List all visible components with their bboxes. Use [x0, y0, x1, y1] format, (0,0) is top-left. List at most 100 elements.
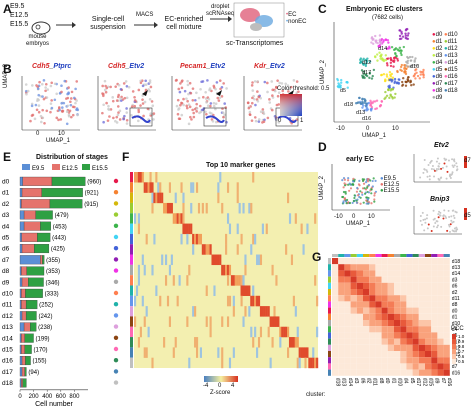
d-small-point: [438, 178, 441, 181]
d-point: [344, 200, 348, 203]
b-point: [284, 82, 288, 86]
c-legend: ●d0 ●d10 ●d1 ●d11 ●d2 ●d12 ●d3 ●d13 ●d4 ●d14…: [432, 32, 474, 102]
d-point: [352, 183, 355, 186]
f-heat-cell: [186, 316, 189, 327]
b-point: [218, 79, 222, 82]
arrow-icon: [210, 16, 232, 22]
c-point: [366, 108, 370, 111]
g-col-label: d12: [421, 378, 427, 387]
e-bar-segment: [26, 266, 45, 276]
g-heat-cell: [375, 344, 382, 351]
g-row-color: [328, 289, 331, 296]
g-row-label: d15: [452, 352, 461, 358]
f-heat-cell: [153, 192, 156, 204]
g-heat-cell: [437, 258, 444, 265]
e-bar-segment: [22, 378, 27, 388]
c-point: [398, 46, 402, 49]
d-small-point: [432, 168, 435, 171]
d-point: [343, 197, 346, 200]
f-heat-cell: [242, 202, 245, 214]
g-heat-cell: [344, 338, 351, 345]
c-point: [393, 48, 397, 51]
g-heat-cell: [381, 344, 388, 351]
f-heat-cell: [265, 223, 268, 235]
b-point: [215, 81, 219, 84]
c-point: [389, 58, 393, 62]
b-point: [105, 86, 109, 90]
g-heat-cell: [400, 276, 407, 283]
b-point: [44, 82, 48, 86]
b-point: [195, 107, 199, 110]
b-point: [70, 115, 73, 119]
e-cluster-dot: [113, 324, 119, 329]
e-bar-segment: [19, 232, 22, 242]
g-heat-cell: [350, 332, 357, 339]
b-point: [205, 112, 208, 116]
g-row-color: [328, 363, 331, 370]
g-heat-cell: [406, 295, 413, 302]
g-heat-cell: [431, 363, 438, 370]
c-point: [364, 58, 367, 62]
b-point: [223, 113, 226, 117]
c-point: [408, 55, 412, 59]
g-heat-cell: [356, 363, 363, 370]
d-point: [370, 202, 373, 205]
g-pcc-tick: 1.0: [458, 334, 465, 339]
e-bar-segment: [19, 176, 23, 186]
f-heat-cell: [221, 316, 224, 327]
b-point: [195, 102, 198, 106]
g-heat-cell: [344, 313, 351, 320]
f-heat-cell: [256, 295, 259, 307]
g-heat-cell: [412, 351, 419, 358]
g-heat-cell: [431, 369, 438, 376]
b-point: [152, 112, 156, 115]
c-point: [374, 34, 377, 38]
f-heat-cell: [277, 316, 280, 327]
g-heat-cell: [350, 369, 357, 376]
g-heat-cell: [338, 289, 345, 296]
g-heat-cell: [387, 264, 394, 271]
g-heat-cell: [394, 344, 401, 351]
b-point: [101, 111, 104, 115]
g-heat-cell: [369, 351, 376, 358]
b-point: [115, 121, 119, 124]
b-point: [141, 94, 145, 97]
f-heat-cell: [240, 285, 243, 296]
e-bar-segment: [19, 288, 22, 298]
d-point: [365, 202, 368, 205]
g-row-label: d2: [452, 290, 458, 296]
g-heat-cell: [356, 264, 363, 271]
panel-g-label: G: [312, 250, 322, 264]
b-point: [75, 80, 79, 83]
f-heat-cell: [221, 347, 224, 358]
b-point: [148, 89, 151, 93]
d-small-point: [438, 214, 441, 217]
d-point: [361, 187, 365, 190]
b-point: [115, 115, 119, 119]
f-heat-cell: [244, 264, 247, 276]
g-heat-cell: [381, 301, 388, 308]
b-point: [178, 117, 182, 121]
g-heat-cell: [437, 307, 444, 314]
c-point: [379, 54, 383, 58]
c-point: [357, 96, 361, 100]
g-heat-cell: [369, 357, 376, 364]
d-small-point: [449, 230, 452, 233]
d-small-point: [422, 171, 425, 174]
f-heat-cell: [205, 202, 208, 214]
g-heat-cell: [375, 363, 382, 370]
b-point: [148, 81, 152, 84]
sc-umap-thumbnail: [233, 2, 285, 38]
e-cluster-dot: [113, 178, 119, 184]
f-cbar-label: Z-score: [210, 390, 231, 396]
g-heat-cell: [332, 289, 339, 296]
g-row-label: d0: [452, 308, 458, 314]
b-point: [148, 98, 152, 101]
g-heat-cell: [425, 276, 432, 283]
g-pcc-swatch: [452, 339, 456, 344]
d-xtick-0: 0: [352, 214, 356, 220]
g-heat-cell: [375, 289, 382, 296]
f-heat-cell: [279, 337, 282, 348]
c-point: [392, 65, 395, 68]
g-heat-cell: [443, 258, 450, 265]
